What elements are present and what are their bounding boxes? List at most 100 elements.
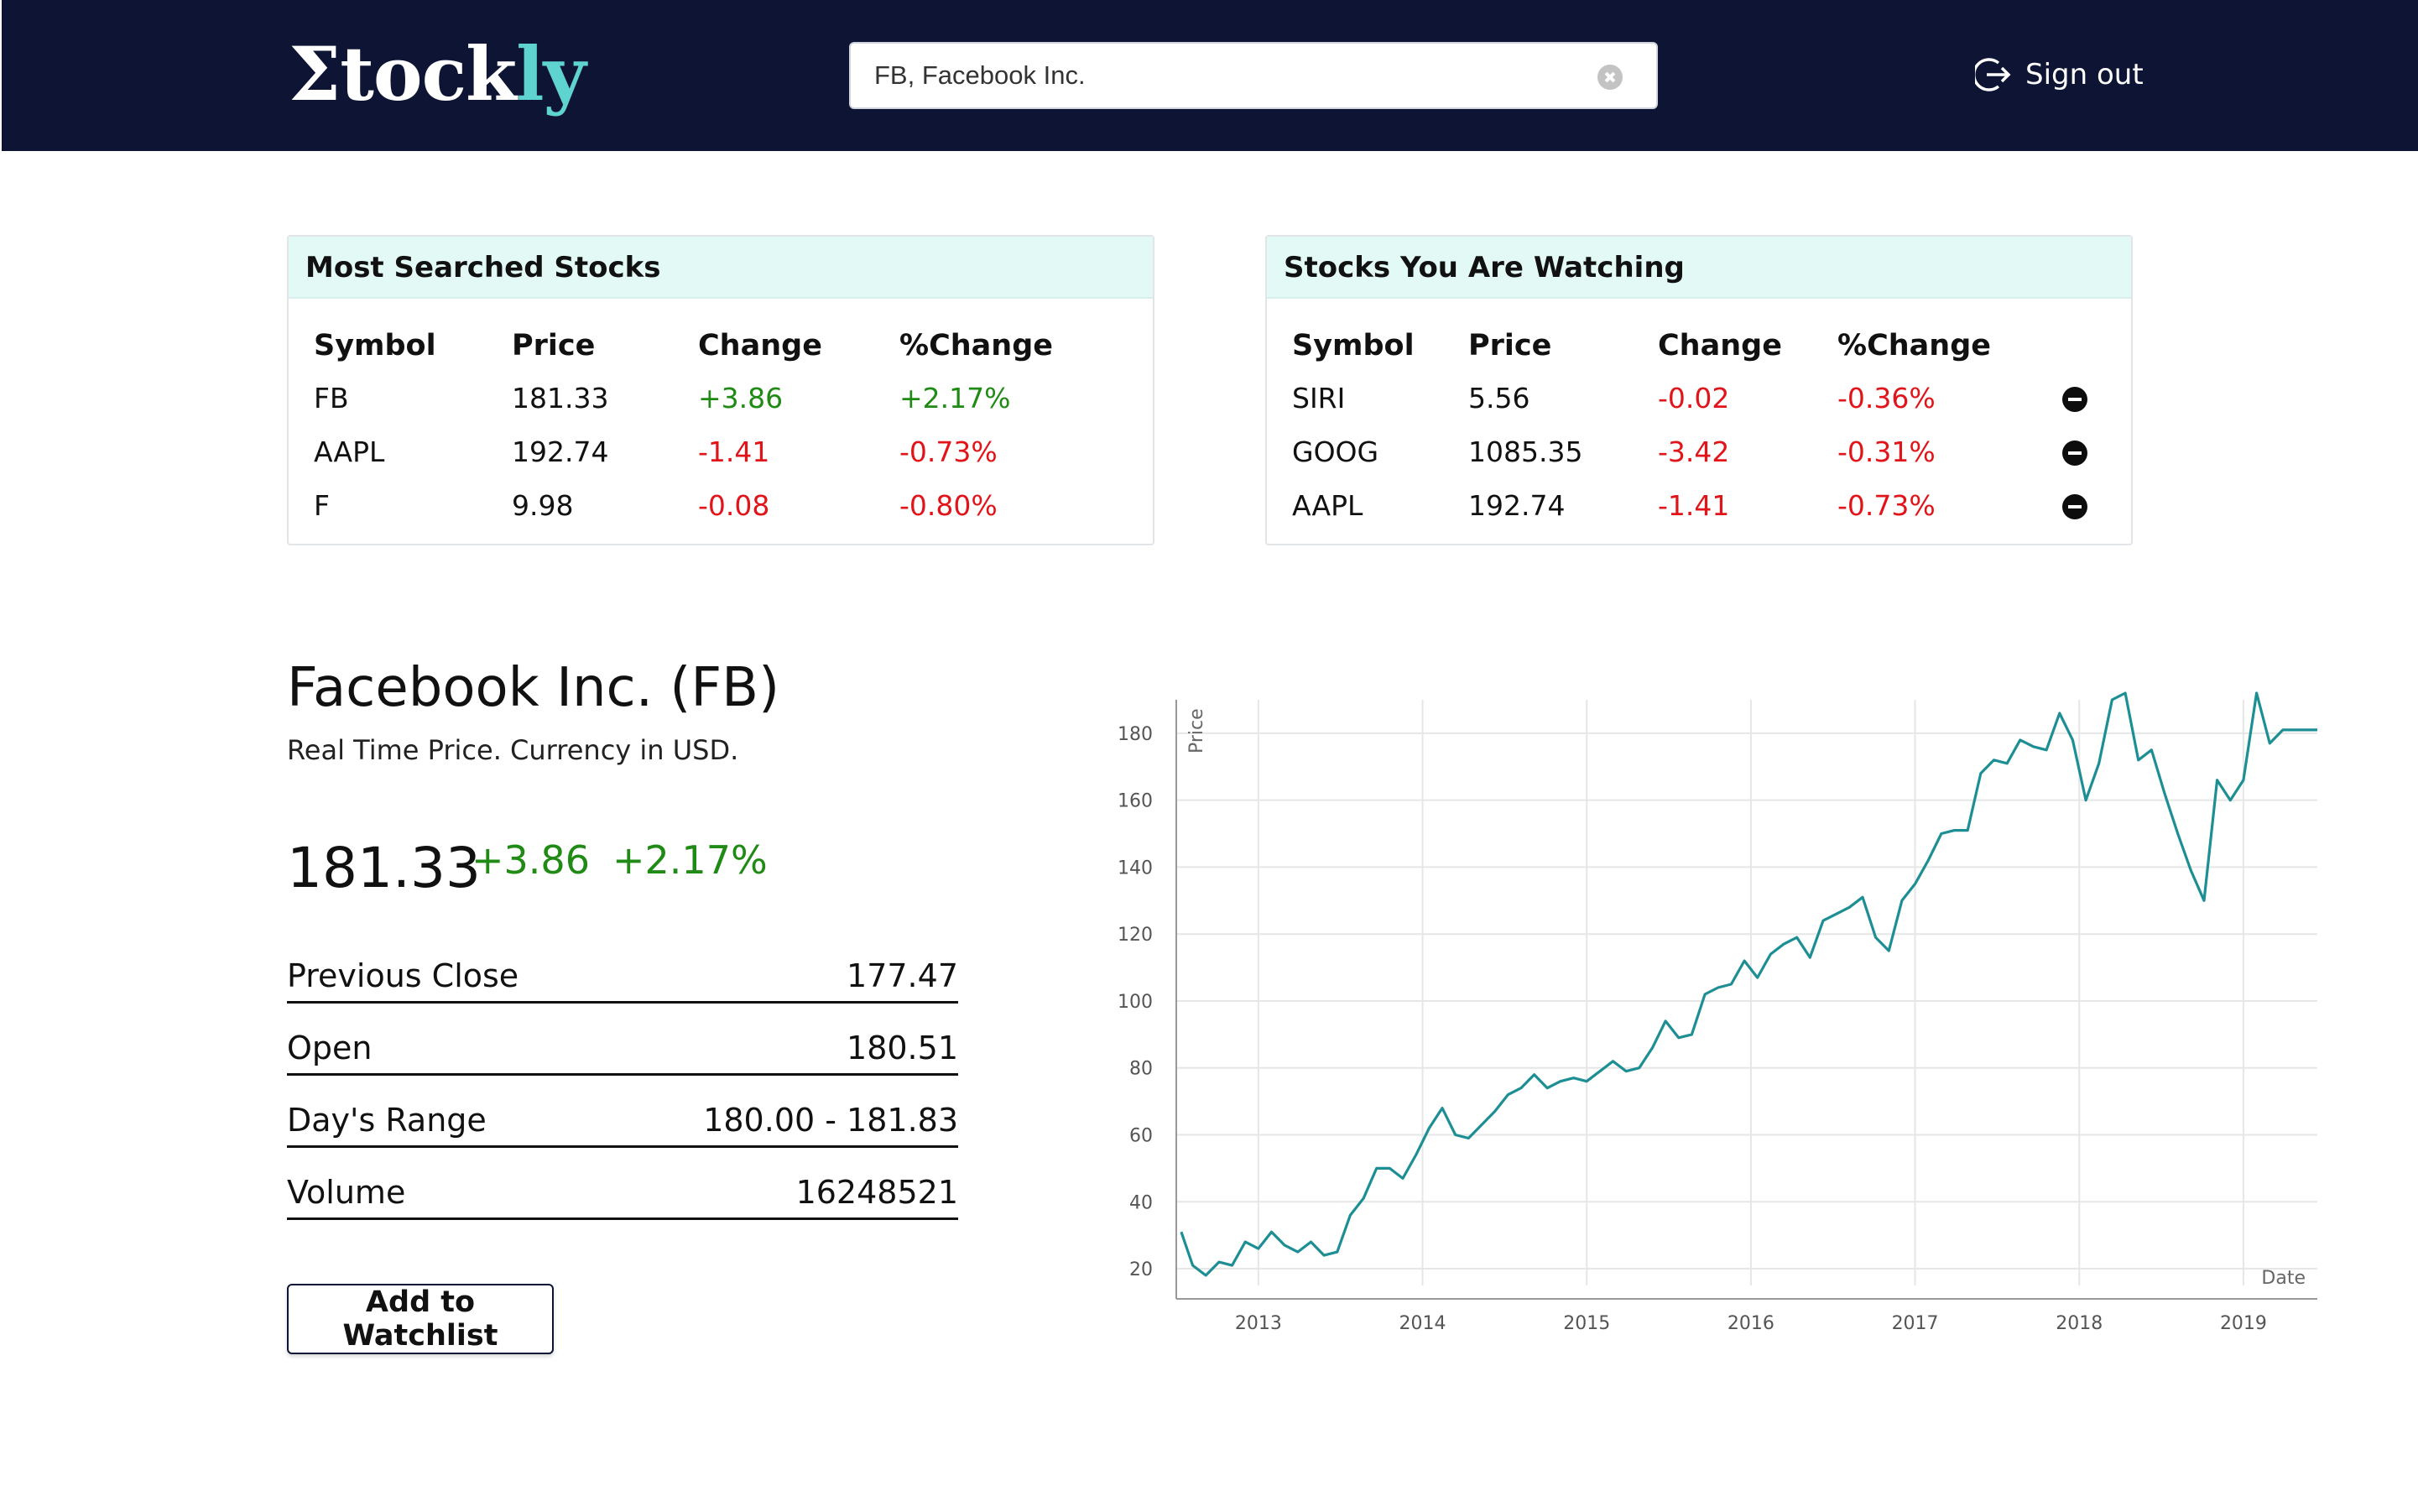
- price-cell: 1085.35: [1468, 435, 1583, 468]
- price-subtitle: Real Time Price. Currency in USD.: [287, 734, 739, 766]
- change-cell: -0.02: [1658, 381, 1730, 414]
- column-header-actions: [2062, 321, 2113, 371]
- sign-out-icon: [1975, 58, 2011, 91]
- price-cell: 181.33: [512, 381, 609, 414]
- stat-label: Day's Range: [287, 1102, 487, 1139]
- stat-value: 177.47: [847, 957, 958, 994]
- symbol-cell[interactable]: SIRI: [1292, 381, 1346, 414]
- sign-out-button[interactable]: Sign out: [1975, 54, 2144, 96]
- search-input[interactable]: [874, 44, 1587, 107]
- sign-out-label: Sign out: [2025, 58, 2144, 91]
- most-searched-card: Most Searched Stocks Symbol Price Change…: [287, 235, 1154, 545]
- stat-label: Volume: [287, 1174, 406, 1211]
- column-header-pct-change: %Change: [1837, 329, 1991, 362]
- top-navbar: Σtockly Sign out: [2, 0, 2418, 151]
- x-tick-label: 2015: [1563, 1313, 1610, 1334]
- table-row[interactable]: AAPL 192.74 -1.41 -0.73%: [314, 425, 1118, 478]
- y-tick-label: 100: [1118, 992, 1153, 1013]
- column-header-change: Change: [698, 329, 822, 362]
- y-tick-label: 80: [1129, 1059, 1153, 1080]
- y-tick-label: 180: [1118, 724, 1153, 745]
- pct-change-cell: -0.73%: [1837, 488, 1936, 522]
- stat-previous-close: Previous Close 177.47: [287, 931, 958, 1004]
- column-header-pct-change: %Change: [899, 329, 1053, 362]
- company-title: Facebook Inc. (FB): [287, 657, 780, 719]
- change-cell: -1.41: [698, 435, 770, 468]
- pct-change-cell: +2.17%: [899, 381, 1011, 414]
- x-tick-label: 2018: [2056, 1313, 2103, 1334]
- price-cell: 192.74: [512, 435, 609, 468]
- table-header-row: Symbol Price Change %Change: [314, 321, 1118, 371]
- x-axis-label: Date: [2261, 1268, 2306, 1289]
- remove-from-watchlist-icon[interactable]: [2062, 441, 2087, 466]
- most-searched-table: Symbol Price Change %Change FB 181.33 +3…: [314, 321, 1118, 532]
- symbol-cell[interactable]: FB: [314, 381, 349, 414]
- remove-cell: [2062, 478, 2113, 532]
- column-header-symbol: Symbol: [314, 329, 436, 362]
- x-tick-label: 2016: [1728, 1313, 1774, 1334]
- price-cell: 192.74: [1468, 488, 1566, 522]
- stat-value: 16248521: [795, 1174, 958, 1211]
- pct-change-cell: -0.73%: [899, 435, 998, 468]
- y-tick-label: 40: [1129, 1192, 1153, 1213]
- table-row[interactable]: SIRI 5.56 -0.02 -0.36%: [1292, 371, 2113, 425]
- stat-label: Previous Close: [287, 957, 519, 994]
- y-tick-label: 140: [1118, 858, 1153, 879]
- stat-open: Open 180.51: [287, 1004, 958, 1076]
- pct-change-cell: -0.80%: [899, 488, 998, 522]
- change-cell: -0.08: [698, 488, 770, 522]
- remove-from-watchlist-icon[interactable]: [2062, 494, 2087, 519]
- pct-change-cell: -0.36%: [1837, 381, 1936, 414]
- column-header-price: Price: [512, 329, 596, 362]
- clear-search-icon[interactable]: [1597, 65, 1623, 90]
- y-tick-label: 160: [1118, 791, 1153, 812]
- y-axis-label: Price: [1186, 708, 1207, 753]
- table-header-row: Symbol Price Change %Change: [1292, 321, 2113, 371]
- column-header-symbol: Symbol: [1292, 329, 1415, 362]
- logo[interactable]: Σtockly: [289, 32, 586, 116]
- logo-text-part2: ly: [516, 30, 586, 117]
- symbol-cell[interactable]: AAPL: [1292, 488, 1363, 522]
- current-price: 181.33: [287, 836, 481, 900]
- stat-days-range: Day's Range 180.00 - 181.83: [287, 1076, 958, 1148]
- y-tick-label: 120: [1118, 925, 1153, 946]
- table-row[interactable]: FB 181.33 +3.86 +2.17%: [314, 371, 1118, 425]
- change-cell: -3.42: [1658, 435, 1730, 468]
- x-tick-label: 2019: [2220, 1313, 2267, 1334]
- stat-value: 180.00 - 181.83: [703, 1102, 958, 1139]
- stat-volume: Volume 16248521: [287, 1148, 958, 1220]
- price-pct-change: +2.17%: [612, 837, 768, 883]
- watchlist-title: Stocks You Are Watching: [1267, 237, 2131, 299]
- table-row[interactable]: F 9.98 -0.08 -0.80%: [314, 478, 1118, 532]
- price-series-line: [1180, 691, 2317, 1277]
- search-box: [849, 42, 1658, 109]
- price-chart: 20 40 60 80 100 120 140 160 180 2013 2014 2015 2016 2…: [1118, 691, 2317, 1334]
- change-cell: +3.86: [698, 381, 784, 414]
- x-tick-label: 2017: [1892, 1313, 1939, 1334]
- change-cell: -1.41: [1658, 488, 1730, 522]
- table-row[interactable]: AAPL 192.74 -1.41 -0.73%: [1292, 478, 2113, 532]
- remove-cell: [2062, 371, 2113, 425]
- y-tick-label: 60: [1129, 1126, 1153, 1147]
- y-tick-label: 20: [1129, 1259, 1153, 1280]
- x-tick-label: 2013: [1235, 1313, 1282, 1334]
- most-searched-title: Most Searched Stocks: [289, 237, 1153, 299]
- column-header-price: Price: [1468, 329, 1552, 362]
- table-row[interactable]: GOOG 1085.35 -3.42 -0.31%: [1292, 425, 2113, 478]
- price-change: +3.86: [472, 837, 590, 883]
- symbol-cell[interactable]: GOOG: [1292, 435, 1379, 468]
- stat-value: 180.51: [847, 1030, 958, 1066]
- remove-from-watchlist-icon[interactable]: [2062, 387, 2087, 412]
- add-to-watchlist-button[interactable]: Add to Watchlist: [287, 1284, 554, 1354]
- pct-change-cell: -0.31%: [1837, 435, 1936, 468]
- column-header-change: Change: [1658, 329, 1782, 362]
- watchlist-card: Stocks You Are Watching Symbol Price Cha…: [1265, 235, 2133, 545]
- remove-cell: [2062, 425, 2113, 478]
- symbol-cell[interactable]: F: [314, 488, 330, 522]
- x-tick-label: 2014: [1399, 1313, 1446, 1334]
- symbol-cell[interactable]: AAPL: [314, 435, 385, 468]
- price-cell: 5.56: [1468, 381, 1530, 414]
- watchlist-table: Symbol Price Change %Change SIRI 5.56 -0…: [1292, 321, 2113, 532]
- stat-label: Open: [287, 1030, 373, 1066]
- logo-text-part1: Σtock: [289, 30, 517, 117]
